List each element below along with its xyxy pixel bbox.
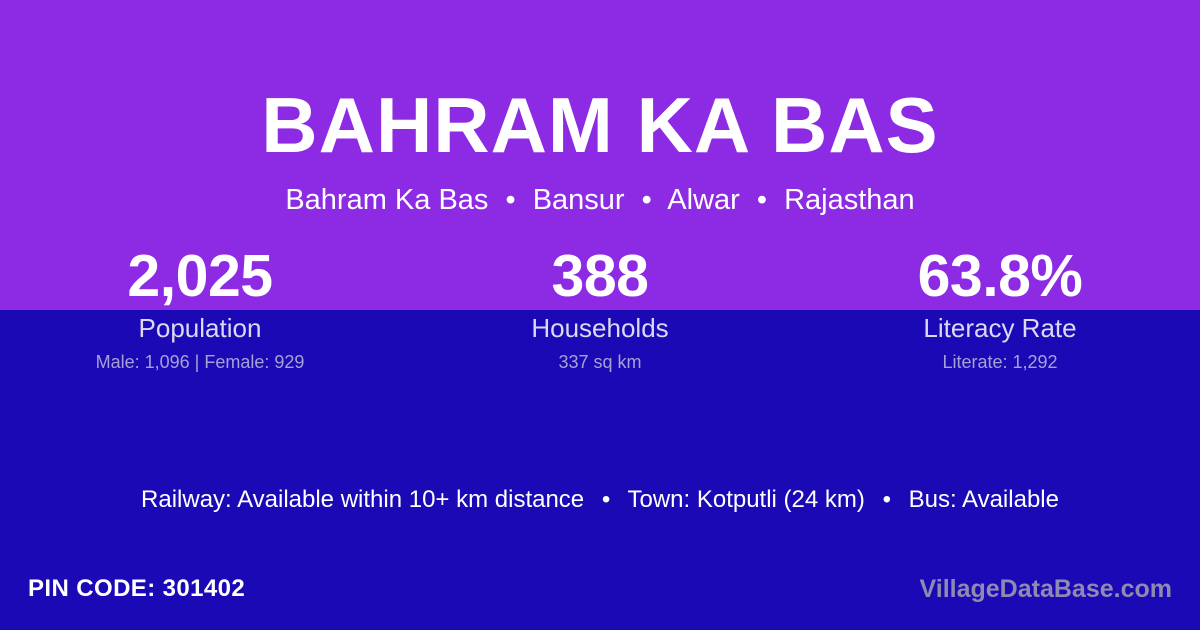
stat-population: 2,025 Population Male: 1,096 | Female: 9…	[0, 243, 400, 373]
pin-code: PIN CODE: 301402	[28, 575, 246, 602]
stat-label: Households	[531, 313, 669, 343]
brand-watermark: VillageDataBase.com	[919, 575, 1172, 603]
transport-separator: •	[882, 486, 891, 513]
transport-railway: Railway: Available within 10+ km distanc…	[141, 486, 585, 513]
transport-info: Railway: Available within 10+ km distanc…	[0, 485, 1200, 515]
purple-band	[0, 0, 1200, 310]
stat-subtext: Literate: 1,292	[942, 352, 1058, 372]
stat-subtext: Male: 1,096 | Female: 929	[95, 352, 305, 372]
breadcrumb-separator: •	[505, 184, 516, 216]
stat-label: Literacy Rate	[923, 313, 1077, 343]
transport-town: Town: Kotputli (24 km)	[627, 486, 865, 513]
breadcrumb-item-block: Bansur	[532, 184, 625, 216]
breadcrumb-separator: •	[641, 184, 652, 216]
breadcrumb-item-village: Bahram Ka Bas	[285, 184, 489, 216]
breadcrumb-item-district: Alwar	[667, 184, 740, 216]
stat-value: 2,025	[127, 243, 273, 309]
transport-bus: Bus: Available	[908, 486, 1059, 513]
stat-subtext: 337 sq km	[558, 352, 642, 372]
card-footer: PIN CODE: 301402 VillageDataBase.com	[0, 558, 1200, 630]
card-header: BAHRAM KA BAS Bahram Ka Bas • Bansur • A…	[0, 0, 1200, 230]
stats-row: 2,025 Population Male: 1,096 | Female: 9…	[0, 243, 1200, 373]
breadcrumb-separator: •	[756, 184, 768, 216]
breadcrumb-item-state: Rajasthan	[784, 184, 915, 216]
transport-separator: •	[601, 486, 611, 513]
page-title: BAHRAM KA BAS	[261, 81, 939, 169]
blue-band	[0, 310, 1200, 630]
stat-value: 388	[551, 243, 649, 309]
stat-households: 388 Households 337 sq km	[400, 243, 800, 373]
stat-value: 63.8%	[917, 243, 1083, 309]
breadcrumb: Bahram Ka Bas • Bansur • Alwar • Rajasth…	[0, 182, 1200, 218]
stat-label: Population	[138, 313, 262, 343]
stat-literacy-rate: 63.8% Literacy Rate Literate: 1,292	[800, 243, 1200, 373]
